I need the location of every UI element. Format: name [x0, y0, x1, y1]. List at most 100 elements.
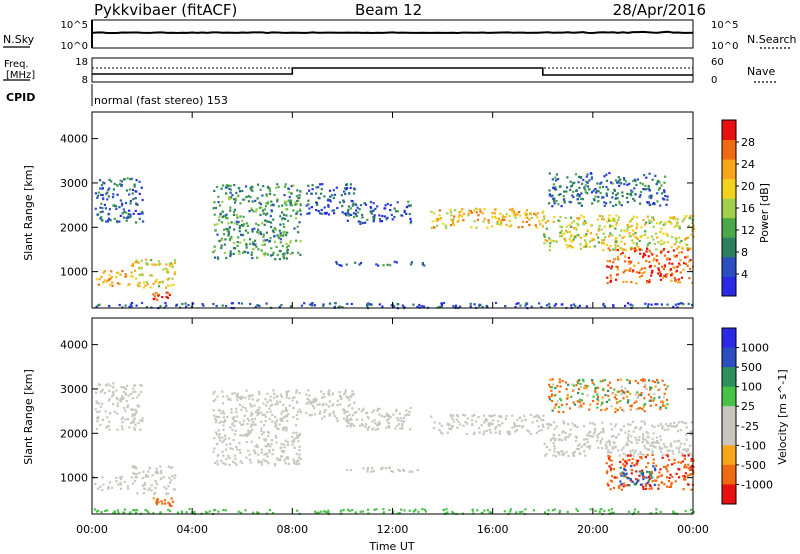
echo-cell — [378, 303, 381, 306]
echo-cell — [119, 214, 122, 217]
echo-cell — [619, 378, 622, 381]
echo-cell — [642, 218, 645, 222]
echo-cell — [668, 458, 671, 461]
echo-cell — [282, 255, 285, 258]
echo-cell — [115, 480, 118, 483]
echo-cell — [152, 497, 155, 500]
echo-cell — [116, 193, 119, 196]
echo-cell — [245, 195, 248, 199]
echo-cell — [266, 430, 269, 433]
echo-cell — [389, 209, 392, 212]
echo-cell — [430, 226, 433, 229]
echo-cell — [129, 393, 132, 396]
echo-cell — [201, 303, 204, 306]
echo-cell — [645, 176, 648, 179]
echo-cell — [645, 221, 648, 224]
echo-cell — [283, 225, 286, 228]
echo-cell — [276, 395, 279, 398]
echo-cell — [100, 202, 103, 205]
echo-cell — [591, 239, 594, 242]
echo-cell — [685, 433, 688, 436]
echo-cell — [602, 304, 605, 307]
echo-cell — [497, 424, 500, 427]
colorbar-segment — [722, 425, 736, 446]
echo-cell — [152, 298, 155, 301]
echo-cell — [311, 302, 314, 305]
echo-cell — [282, 217, 285, 220]
echo-cell — [628, 193, 631, 196]
echo-cell — [234, 429, 237, 432]
echo-cell — [323, 415, 326, 418]
echo-cell — [297, 231, 300, 234]
echo-cell — [342, 508, 345, 512]
echo-cell — [262, 235, 265, 238]
echo-cell — [477, 416, 480, 419]
echo-cell — [690, 421, 693, 424]
echo-cell — [405, 212, 408, 215]
echo-cell — [619, 253, 622, 256]
echo-cell — [327, 392, 331, 395]
echo-cell — [227, 230, 230, 233]
echo-cell — [493, 414, 496, 417]
echo-cell — [269, 404, 272, 407]
echo-cell — [438, 422, 441, 425]
echo-cell — [542, 425, 545, 428]
echo-cell — [614, 257, 617, 260]
echo-cell — [691, 432, 694, 435]
echo-cell — [580, 175, 583, 179]
echo-cell — [126, 485, 129, 488]
echo-cell — [646, 247, 649, 250]
echo-cell — [626, 390, 629, 393]
echo-cell — [132, 391, 135, 394]
echo-cell — [560, 439, 563, 442]
echo-cell — [674, 480, 677, 483]
echo-cell — [124, 274, 127, 277]
echo-cell — [246, 432, 249, 436]
echo-cell — [239, 215, 242, 218]
echo-cell — [252, 242, 255, 245]
echo-cell — [247, 195, 250, 198]
echo-cell — [318, 212, 322, 215]
echo-cell — [527, 430, 530, 433]
echo-cell — [638, 271, 641, 274]
echo-cell — [305, 192, 309, 195]
echo-cell — [486, 226, 489, 229]
echo-cell — [220, 420, 223, 423]
echo-cell — [254, 423, 257, 426]
echo-cell — [689, 444, 692, 447]
echo-cell — [648, 448, 651, 451]
echo-cell — [609, 181, 613, 184]
echo-cell — [534, 214, 538, 217]
echo-cell — [244, 509, 247, 512]
echo-cell — [438, 209, 441, 212]
echo-cell — [485, 306, 489, 309]
echo-cell — [298, 453, 301, 456]
echo-cell — [247, 429, 250, 432]
echo-cell — [139, 419, 142, 422]
echo-cell — [128, 283, 131, 286]
echo-cell — [541, 423, 544, 426]
echo-cell — [661, 197, 664, 200]
echo-cell — [333, 212, 336, 215]
echo-cell — [287, 462, 290, 465]
echo-cell — [161, 296, 164, 299]
echo-cell — [268, 451, 271, 454]
echo-cell — [643, 271, 646, 274]
echo-cell — [167, 485, 170, 488]
echo-cell — [650, 303, 653, 306]
echo-cell — [352, 202, 355, 205]
echo-cell — [636, 463, 639, 466]
echo-cell — [120, 478, 123, 481]
echo-cell — [133, 183, 136, 186]
echo-cell — [121, 425, 124, 428]
echo-cell — [571, 451, 575, 455]
echo-cell — [110, 270, 113, 273]
echo-cell — [643, 253, 646, 256]
echo-cell — [635, 426, 638, 429]
echo-cell — [146, 283, 149, 286]
echo-cell — [396, 201, 399, 204]
echo-cell — [374, 207, 377, 210]
echo-cell — [565, 403, 568, 406]
echo-cell — [648, 203, 651, 206]
echo-cell — [681, 220, 684, 223]
